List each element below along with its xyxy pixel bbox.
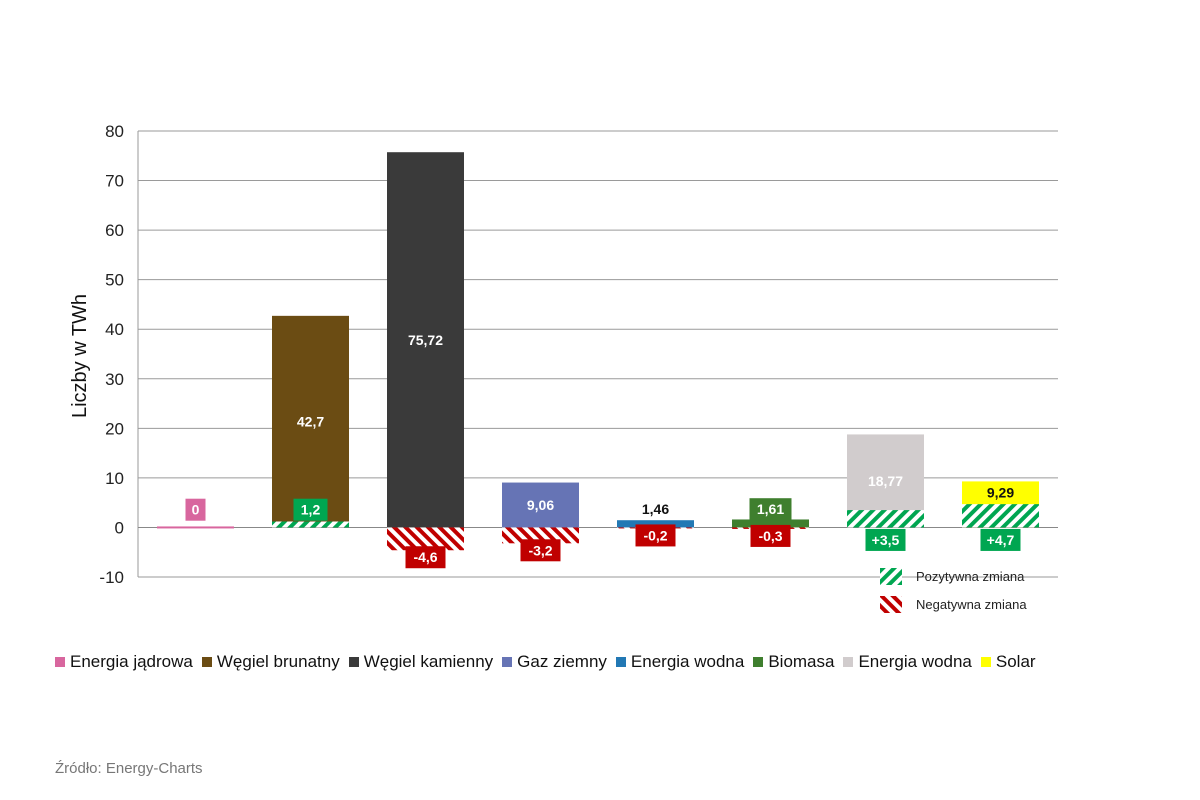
legend-label: Energia jądrowa: [70, 652, 193, 671]
bar: [272, 315, 349, 528]
y-tick-label: 70: [105, 172, 124, 191]
y-tick-label: 80: [105, 122, 124, 141]
change-bar: [962, 504, 1039, 528]
value-label: 42,7: [297, 414, 324, 430]
bar: [617, 520, 694, 528]
legend-item: Węgiel brunatny: [201, 652, 340, 672]
legend-item: Gaz ziemny: [502, 652, 607, 672]
change-legend: Pozytywna zmiana Negatywna zmiana: [880, 568, 1027, 613]
y-tick-label: -10: [99, 568, 124, 587]
legend-swatch: [502, 657, 513, 667]
y-axis: -10 0 10 20 30 40 50 60 70 80: [99, 122, 1058, 587]
legend-item: Energia wodna: [843, 652, 972, 672]
change-label: 1,2: [301, 502, 321, 518]
legend-label: Solar: [995, 652, 1036, 671]
y-axis-title: Liczby w TWh: [69, 294, 91, 418]
value-label: 9,29: [987, 484, 1014, 500]
y-tick-label: 30: [105, 370, 124, 389]
change-legend-label: Pozytywna zmiana: [916, 569, 1025, 584]
y-tick-label: 60: [105, 221, 124, 240]
legend-label: Energia wodna: [858, 652, 972, 671]
legend-swatch: [55, 657, 65, 667]
value-label: 75,72: [408, 332, 443, 348]
change-label: +4,7: [987, 532, 1015, 548]
bar: [732, 519, 809, 528]
y-tick-label: 10: [105, 469, 124, 488]
legend-label: Węgiel kamienny: [363, 652, 494, 671]
legend-item: Energia wodna: [615, 652, 745, 672]
labels: 0 42,7 1,2 75,72 -4,6 9,06 -3,2 1,46 -0,2 1,61 -0,…: [185, 332, 1021, 569]
bar: [157, 526, 234, 529]
legend-label: Energia wodna: [630, 652, 745, 671]
change-bar: [847, 510, 924, 528]
value-label: 18,77: [868, 473, 903, 489]
value-label-box: [749, 498, 792, 521]
legend-swatch: [753, 657, 764, 667]
y-tick-label: 40: [105, 320, 124, 339]
source-note: Źródło: Energy-Charts: [55, 760, 203, 777]
legend-swatch: [980, 657, 991, 667]
value-label: 9,06: [527, 497, 554, 513]
legend-item: Węgiel kamienny: [348, 652, 494, 672]
change-legend-swatch: [880, 596, 902, 613]
legend-item: Solar: [980, 652, 1036, 672]
change-label: +3,5: [872, 532, 900, 548]
y-tick-label: 0: [115, 518, 124, 537]
bars: [157, 152, 1039, 551]
bar: [387, 152, 464, 528]
change-label-box: [405, 546, 446, 569]
change-label: -4,6: [413, 549, 437, 565]
change-label: -0,2: [643, 527, 667, 543]
change-legend-swatch: [880, 568, 902, 585]
value-label: 1,61: [757, 501, 784, 517]
value-label: 1,46: [642, 501, 669, 517]
legend-item: Biomasa: [753, 652, 834, 672]
legend-swatch: [201, 657, 212, 667]
legend-swatch: [843, 657, 854, 667]
change-label-box: [980, 528, 1021, 551]
change-legend-label: Negatywna zmiana: [916, 597, 1027, 612]
change-label-box: [293, 498, 328, 521]
change-bar: [387, 527, 464, 551]
change-label: -3,2: [528, 542, 552, 558]
value-label: 0: [192, 502, 200, 518]
y-tick-label: 20: [105, 419, 124, 438]
y-tick-label: 50: [105, 271, 124, 290]
change-label: -0,3: [758, 528, 782, 544]
legend: Energia jądrowa Węgiel brunatny Węgiel kam…: [55, 652, 1155, 672]
change-label-box: [865, 528, 906, 551]
change-bar: [272, 521, 349, 528]
legend-label: Gaz ziemny: [517, 652, 607, 671]
bar: [502, 482, 579, 528]
legend-label: Węgiel brunatny: [216, 652, 340, 671]
change-label-box: [520, 539, 561, 562]
change-label-box: [635, 524, 676, 547]
change-label-box: [750, 524, 791, 547]
legend-item: Energia jądrowa: [55, 652, 193, 672]
value-label-box: [185, 498, 206, 521]
legend-swatch: [348, 657, 359, 667]
legend-swatch: [615, 657, 626, 667]
legend-label: Biomasa: [768, 652, 835, 671]
